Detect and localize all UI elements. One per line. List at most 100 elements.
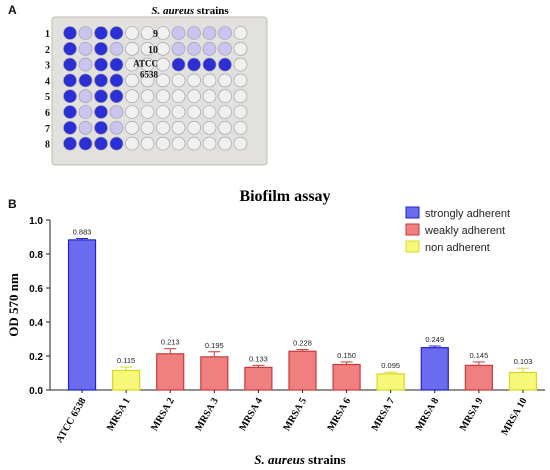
plate-well	[202, 41, 217, 56]
bar	[67, 239, 97, 391]
panel-b-label: B	[8, 197, 17, 211]
plate-well	[94, 73, 108, 88]
plate-row-label: 6	[45, 108, 50, 119]
plate-well	[156, 57, 170, 72]
plate-well	[187, 26, 201, 40]
plate-well	[187, 121, 201, 135]
plate-well	[63, 73, 77, 88]
plate-well	[187, 136, 201, 151]
plate-row-label: 2	[45, 45, 50, 56]
plate-well	[63, 26, 77, 40]
plate-well	[125, 136, 139, 151]
plate-well	[187, 57, 201, 72]
bar-value-label: 0.883	[73, 228, 92, 237]
plate-well	[218, 89, 232, 103]
panel-a-label: A	[8, 3, 17, 17]
plate-well	[140, 73, 155, 88]
bar-value-label: 0.150	[337, 351, 356, 360]
plate-well	[156, 26, 170, 40]
plate-well	[78, 136, 93, 151]
plate-well	[63, 41, 77, 56]
bar	[332, 363, 361, 391]
plate-row-label: 10	[148, 45, 158, 56]
plate-well	[140, 57, 155, 72]
plate-well	[78, 57, 93, 72]
plate-well	[94, 57, 108, 72]
plate-well	[202, 57, 217, 72]
bar-value-label: 0.195	[205, 341, 224, 350]
y-tick-label: 1.0	[29, 216, 43, 227]
plate-well	[109, 136, 124, 151]
plate-well	[78, 26, 93, 40]
plate-well	[63, 105, 77, 119]
plate-well	[63, 89, 77, 103]
bar	[156, 353, 185, 391]
plate-well	[78, 121, 93, 135]
plate-well	[171, 73, 186, 88]
plate-well	[140, 41, 155, 56]
plate-well	[202, 73, 217, 88]
plate-row-label: 6538	[140, 70, 159, 80]
plate-well	[202, 89, 217, 103]
plate-well	[156, 121, 170, 135]
legend-swatch-non	[405, 240, 420, 253]
plate-well	[140, 89, 155, 103]
y-tick-label: 0.0	[29, 386, 43, 397]
plate-well	[109, 105, 124, 119]
legend-label-non: non adherent	[425, 242, 490, 254]
plate-well	[109, 121, 124, 135]
plate-row-label: 4	[45, 76, 50, 87]
x-tick-label: MRSA 4	[237, 396, 265, 433]
biofilm-bar-chart: Biofilm assay OD 570 nm S. aureus strain…	[6, 188, 545, 467]
plate-well	[171, 89, 186, 103]
plate-well	[140, 121, 155, 135]
plate-well	[171, 121, 186, 135]
plate-well	[140, 105, 155, 119]
plate-well	[218, 57, 232, 72]
plate-well	[78, 105, 93, 119]
plate-well	[171, 41, 186, 56]
plate-row-label: ATCC	[133, 59, 158, 69]
plate-well	[94, 105, 108, 119]
plate-well	[125, 73, 139, 88]
plate-well	[218, 41, 232, 56]
plate-well	[156, 73, 170, 88]
plate-well	[218, 26, 232, 40]
x-tick-label: MRSA 2	[149, 396, 177, 433]
plate-well	[187, 89, 201, 103]
bar	[200, 356, 229, 391]
legend-label-weak: weakly adherent	[424, 225, 505, 237]
bar-value-label: 0.133	[249, 354, 268, 363]
plate-well	[94, 136, 108, 151]
plate-row-label: 8	[45, 140, 50, 151]
bar-value-label: 0.213	[161, 338, 180, 347]
bar-value-label: 0.115	[117, 356, 135, 365]
bar-value-label: 0.249	[425, 335, 444, 344]
plate-well	[202, 136, 217, 151]
plate-well	[171, 57, 186, 72]
plate-row-label: 1	[45, 29, 50, 40]
legend-swatch-weak	[405, 223, 420, 236]
x-axis-label: S. aureus strains	[254, 452, 345, 467]
plate-well	[156, 136, 170, 151]
bar	[376, 373, 405, 391]
bar	[112, 369, 141, 391]
plate-well	[233, 121, 248, 135]
x-tick-label: MRSA 6	[325, 396, 353, 433]
x-tick-label: MRSA 3	[193, 396, 221, 433]
plate-well	[125, 57, 139, 72]
x-tick-label: MRSA 5	[281, 396, 309, 433]
plate-well	[125, 121, 139, 135]
bar	[508, 371, 538, 391]
bar-value-label: 0.095	[381, 361, 400, 370]
bar-value-label: 0.103	[514, 357, 533, 366]
plate-well	[94, 41, 108, 56]
plate-well	[94, 121, 108, 135]
plate-well	[109, 41, 124, 56]
plate-well	[78, 89, 93, 103]
plate-well	[94, 89, 108, 103]
plate-well	[187, 105, 201, 119]
plate-well	[233, 26, 248, 40]
bar-value-label: 0.228	[293, 339, 312, 348]
plate-well	[63, 57, 77, 72]
